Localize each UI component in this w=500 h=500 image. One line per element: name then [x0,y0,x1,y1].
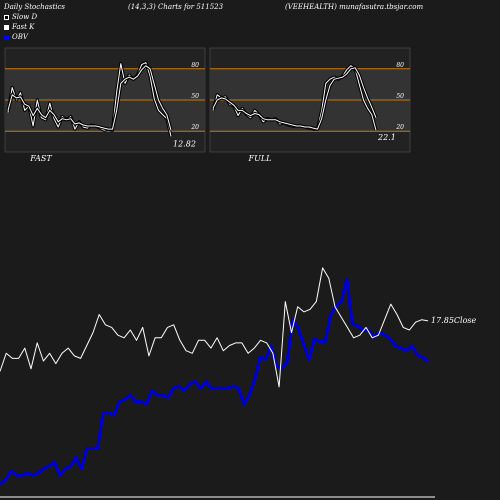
series-line-full-slow-d [212,67,377,130]
y-tick-label-fast-20: 20 [190,124,199,131]
last-value-label-fast: 12.82 [173,139,196,148]
chart-params: (14,3,3) Charts for 511523 [128,3,224,11]
legend-swatch-obv [4,34,9,40]
chart-title: Daily Stochastics [4,3,66,11]
legend-item-slow-d: Slow D [4,13,37,21]
y-tick-label-fast-50: 50 [191,93,199,100]
legend-swatch-fast-k [4,24,9,30]
legend-label-slow-d: Slow D [12,13,38,21]
legend-swatch-slow-d [4,14,9,20]
panel-label-fast: FAST [29,154,52,163]
legend-label-obv: OBV [12,33,28,41]
legend-item-fast-k: Fast K [4,23,34,31]
last-value-label-full: 22.1 [377,133,396,142]
series-line-close [0,267,429,388]
series-line-obv [0,277,430,486]
legend-label-fast-k: Fast K [12,23,35,31]
series-line-fast-slow-d [7,65,172,131]
symbol-site: (VEEHEALTH) munafasutra.tbsjar.com [285,3,424,11]
y-tick-label-full-80: 80 [396,62,404,69]
y-tick-label-full-50: 50 [396,93,404,100]
y-tick-label-fast-80: 80 [191,62,199,69]
y-tick-label-full-20: 20 [395,124,404,131]
legend-item-obv: OBV [4,33,28,41]
panel-label-full: FULL [248,154,272,163]
close-value-label: 17.85Close [431,316,477,325]
